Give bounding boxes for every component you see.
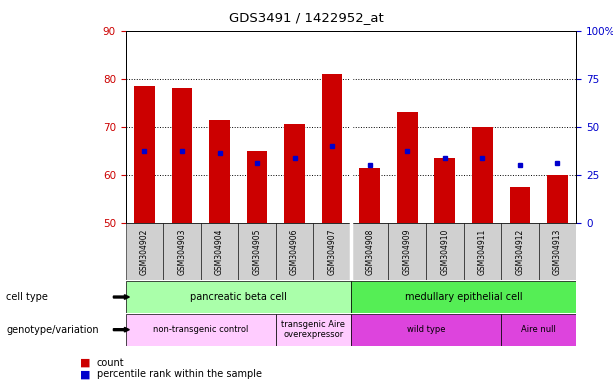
Bar: [126, 281, 351, 313]
Bar: [547, 175, 568, 223]
Bar: [313, 223, 351, 280]
Bar: [426, 223, 463, 280]
Bar: [463, 223, 501, 280]
Text: ■: ■: [80, 358, 90, 368]
Bar: [284, 124, 305, 223]
Bar: [351, 281, 576, 313]
Bar: [509, 187, 530, 223]
Text: genotype/variation: genotype/variation: [6, 324, 99, 335]
Text: non-transgenic control: non-transgenic control: [153, 325, 248, 334]
Bar: [322, 74, 343, 223]
Bar: [389, 223, 426, 280]
Bar: [163, 223, 200, 280]
Bar: [359, 167, 380, 223]
Text: GSM304908: GSM304908: [365, 228, 374, 275]
Bar: [276, 314, 351, 346]
Text: GSM304903: GSM304903: [178, 228, 186, 275]
Bar: [472, 127, 493, 223]
Text: GSM304907: GSM304907: [328, 228, 337, 275]
Text: GSM304906: GSM304906: [290, 228, 299, 275]
Text: transgenic Aire
overexpressor: transgenic Aire overexpressor: [281, 320, 345, 339]
Text: pancreatic beta cell: pancreatic beta cell: [190, 292, 287, 302]
Bar: [126, 314, 276, 346]
Bar: [397, 112, 417, 223]
Text: GSM304913: GSM304913: [553, 228, 562, 275]
Bar: [276, 223, 313, 280]
Bar: [238, 223, 276, 280]
Bar: [435, 158, 455, 223]
Text: GDS3491 / 1422952_at: GDS3491 / 1422952_at: [229, 12, 384, 25]
Bar: [539, 223, 576, 280]
Text: GSM304910: GSM304910: [440, 228, 449, 275]
Text: Aire null: Aire null: [521, 325, 556, 334]
Text: ■: ■: [80, 369, 90, 379]
Text: count: count: [97, 358, 124, 368]
Text: GSM304911: GSM304911: [478, 228, 487, 275]
Bar: [247, 151, 267, 223]
Bar: [501, 314, 576, 346]
Bar: [126, 223, 163, 280]
Bar: [134, 86, 154, 223]
Text: cell type: cell type: [6, 292, 48, 302]
Bar: [172, 88, 192, 223]
Bar: [351, 314, 501, 346]
Bar: [501, 223, 539, 280]
Bar: [209, 119, 230, 223]
Text: GSM304905: GSM304905: [253, 228, 262, 275]
Text: GSM304909: GSM304909: [403, 228, 412, 275]
Text: GSM304904: GSM304904: [215, 228, 224, 275]
Bar: [351, 223, 389, 280]
Text: percentile rank within the sample: percentile rank within the sample: [97, 369, 262, 379]
Bar: [201, 223, 238, 280]
Text: GSM304902: GSM304902: [140, 228, 149, 275]
Text: medullary epithelial cell: medullary epithelial cell: [405, 292, 522, 302]
Text: GSM304912: GSM304912: [516, 228, 524, 275]
Text: wild type: wild type: [407, 325, 445, 334]
